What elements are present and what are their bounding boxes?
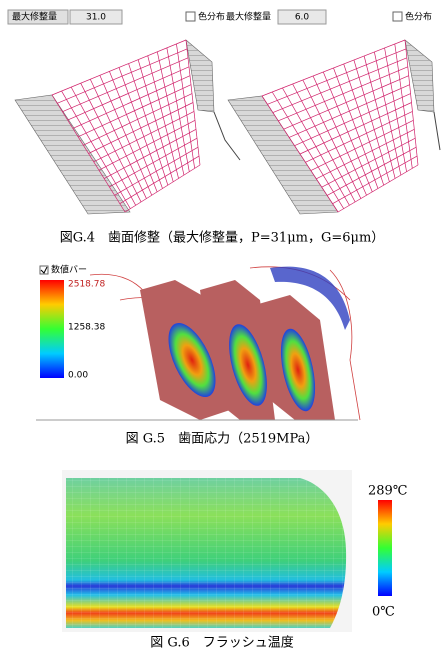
mesh-line	[305, 111, 413, 163]
mesh-line	[147, 55, 179, 179]
mesh-line	[128, 63, 169, 186]
scale-mid: 1258.38	[68, 323, 105, 333]
profile-line	[213, 111, 241, 161]
stress-zone	[168, 322, 216, 398]
scale-max: 289℃	[368, 484, 407, 499]
checkbox[interactable]	[39, 265, 49, 275]
caption: 図G.4 歯面修整（最大修整量，P=31μm，G=6μm）	[60, 231, 385, 246]
heatmap-grid	[66, 478, 347, 628]
mesh-line	[166, 47, 190, 172]
mesh-line	[119, 155, 200, 204]
mesh-line	[343, 63, 385, 186]
mesh-line	[176, 43, 195, 169]
mesh	[51, 39, 201, 213]
mesh	[261, 39, 419, 213]
scale-min: 0.00	[68, 371, 88, 381]
checkbox[interactable]	[185, 11, 196, 22]
checkbox[interactable]	[392, 11, 403, 22]
mesh-line	[374, 51, 402, 176]
checkbox-label: 数値バー	[51, 264, 87, 276]
mesh-line	[88, 102, 194, 154]
label-box	[7, 9, 69, 25]
caption: 図 G.5 歯面応力（2519MPa）	[126, 432, 319, 447]
checkbox-label: 色分布	[405, 11, 432, 23]
mesh-line	[363, 55, 396, 179]
mesh-line	[384, 47, 407, 172]
color-bar	[378, 500, 392, 596]
mesh-line	[185, 39, 201, 166]
toolbar-label: 最大修整量	[12, 11, 57, 23]
checkmark	[40, 266, 48, 274]
mesh-line	[137, 59, 174, 182]
mesh-line	[299, 102, 412, 155]
mesh-line	[93, 111, 195, 163]
mesh-line	[109, 137, 198, 188]
scale-max: 2518.78	[68, 280, 105, 290]
mesh-line	[326, 146, 417, 196]
toolbar-value: 6.0	[295, 13, 310, 23]
profile-line	[433, 111, 441, 151]
gear-flank	[14, 94, 131, 215]
mesh-line	[394, 43, 413, 169]
mesh-line	[337, 164, 419, 213]
mesh-line	[98, 120, 196, 171]
stress-zone	[280, 328, 316, 412]
mesh-line	[103, 128, 197, 179]
value-box[interactable]	[69, 9, 123, 25]
mesh-line	[404, 39, 419, 166]
caption: 図 G.6 フラッシュ温度	[150, 635, 293, 651]
gear-flank	[404, 39, 435, 113]
mesh-line	[353, 59, 390, 182]
scale-min: 0℃	[372, 605, 395, 620]
tooth-edge	[270, 266, 350, 330]
mesh-line	[321, 137, 416, 188]
value-box[interactable]	[277, 9, 327, 25]
mesh-line	[156, 51, 185, 176]
checkbox-label: 色分布	[198, 11, 225, 23]
mesh-line	[316, 128, 415, 180]
mesh-line	[124, 164, 201, 213]
color-bar	[40, 280, 64, 378]
mesh-line	[332, 155, 418, 205]
toolbar-value: 31.0	[86, 13, 106, 23]
toolbar-label: 最大修整量	[226, 11, 271, 23]
mesh-line	[310, 120, 414, 171]
stress-zone	[229, 324, 267, 406]
mesh-line	[114, 146, 199, 196]
